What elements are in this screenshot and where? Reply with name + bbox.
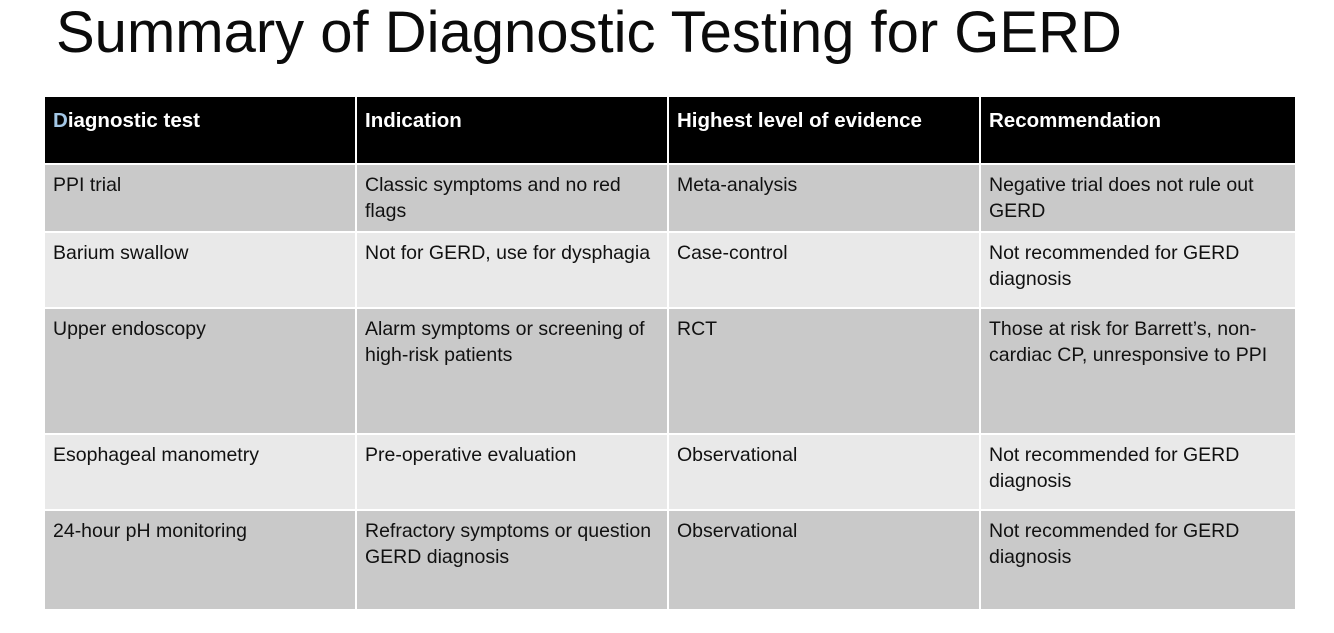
header-cell-indication: Indication <box>357 97 667 163</box>
table-row: PPI trial Classic symptoms and no red fl… <box>45 165 1295 231</box>
gerd-summary-table: Diagnostic test Indication Highest level… <box>43 95 1297 611</box>
header-cell-recommendation: Recommendation <box>981 97 1295 163</box>
table-cell: Esophageal manometry <box>45 434 355 509</box>
table-cell: Observational <box>669 510 979 609</box>
table-cell: Observational <box>669 434 979 509</box>
table-cell: Pre-operative evaluation <box>357 434 667 509</box>
table-cell: Not recommended for GERD diagnosis <box>981 434 1295 509</box>
page-title: Summary of Diagnostic Testing for GERD <box>56 0 1122 65</box>
table-cell: 24-hour pH monitoring <box>45 510 355 609</box>
table-row: Upper endoscopy Alarm symptoms or screen… <box>45 308 1295 433</box>
table-cell: Classic symptoms and no red flags <box>357 165 667 231</box>
table-cell: Barium swallow <box>45 232 355 307</box>
table-row: Barium swallow Not for GERD, use for dys… <box>45 232 1295 307</box>
table-cell: Not recommended for GERD diagnosis <box>981 232 1295 307</box>
table-cell: Not for GERD, use for dysphagia <box>357 232 667 307</box>
table-cell: Not recommended for GERD diagnosis <box>981 510 1295 609</box>
header-cell-evidence: Highest level of evidence <box>669 97 979 163</box>
table-cell: Case-control <box>669 232 979 307</box>
table-header-row: Diagnostic test Indication Highest level… <box>45 97 1295 163</box>
table-row: 24-hour pH monitoring Refractory symptom… <box>45 510 1295 609</box>
table-cell: Upper endoscopy <box>45 308 355 433</box>
header-cell-diagnostic-test: Diagnostic test <box>45 97 355 163</box>
header-highlight-letter: D <box>53 109 68 132</box>
table-cell: Refractory symptoms or question GERD dia… <box>357 510 667 609</box>
header-label-rest: iagnostic test <box>67 109 200 132</box>
table-cell: RCT <box>669 308 979 433</box>
table-cell: PPI trial <box>45 165 355 231</box>
table-cell: Negative trial does not rule out GERD <box>981 165 1295 231</box>
table-cell: Those at risk for Barrett’s, non-cardiac… <box>981 308 1295 433</box>
table-row: Esophageal manometry Pre-operative evalu… <box>45 434 1295 509</box>
table-cell: Alarm symptoms or screening of high-risk… <box>357 308 667 433</box>
table-cell: Meta-analysis <box>669 165 979 231</box>
